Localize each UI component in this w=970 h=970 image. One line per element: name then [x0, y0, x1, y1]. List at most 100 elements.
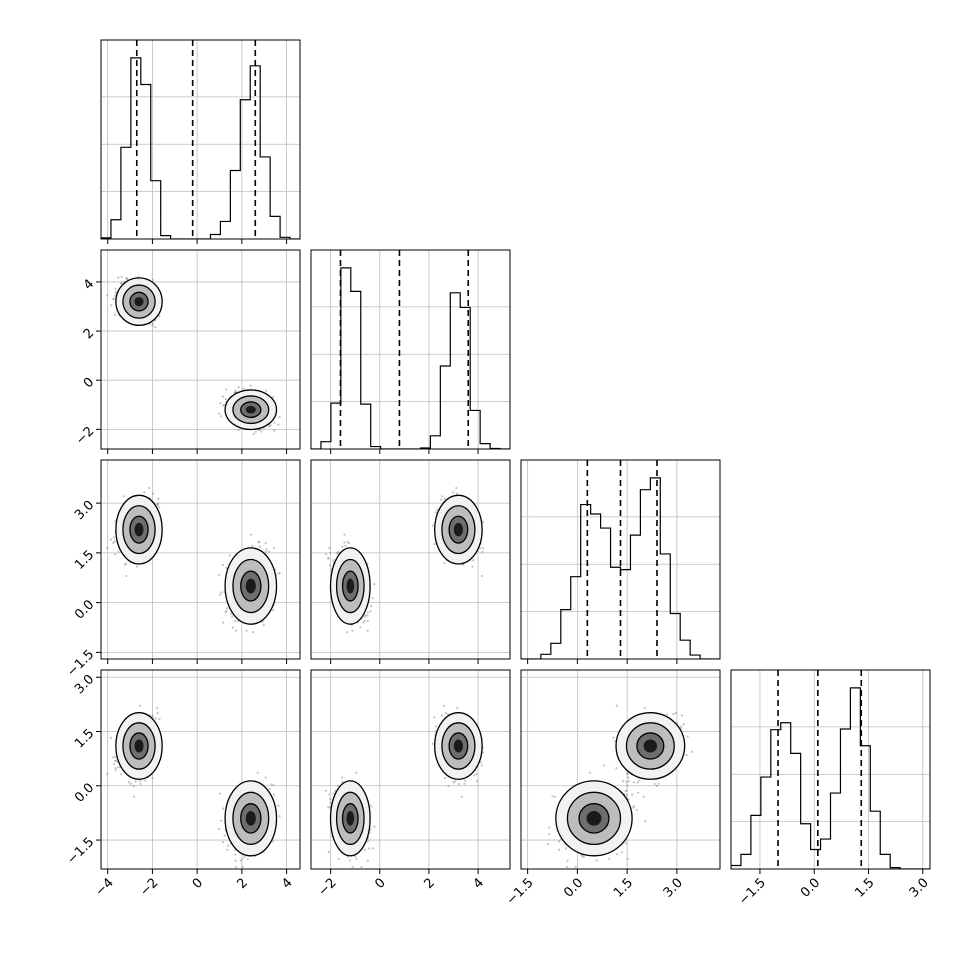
- sample-point: [241, 865, 244, 868]
- sample-point: [246, 857, 249, 861]
- sample-point: [273, 421, 276, 424]
- sample-point: [241, 857, 244, 860]
- sample-point: [156, 503, 159, 507]
- sample-point: [674, 712, 677, 715]
- sample-point: [481, 547, 484, 550]
- hist-panel-0: [100, 39, 301, 244]
- y-tick-label: 1.5: [72, 726, 97, 751]
- sample-point: [109, 304, 113, 307]
- sample-point: [156, 502, 160, 505]
- sample-point: [143, 491, 146, 494]
- sample-point: [220, 415, 223, 418]
- sample-point: [158, 314, 161, 318]
- sample-point: [106, 772, 109, 776]
- sample-point: [109, 736, 113, 739]
- sample-point: [252, 432, 255, 436]
- sample-point: [337, 550, 340, 554]
- sample-point: [690, 750, 694, 753]
- sample-point: [109, 538, 113, 541]
- sample-point: [471, 565, 474, 568]
- sample-point: [327, 806, 330, 809]
- sample-point: [272, 784, 275, 787]
- sample-point: [359, 626, 362, 629]
- sample-point: [221, 807, 225, 810]
- sample-point: [226, 607, 229, 610]
- sample-point: [346, 631, 349, 634]
- sample-point: [237, 386, 240, 389]
- sample-point: [155, 707, 159, 710]
- sample-point: [436, 508, 439, 512]
- hist-panel-2: [520, 459, 721, 664]
- sample-point: [472, 559, 475, 562]
- sample-point: [158, 717, 161, 720]
- sample-point: [278, 572, 281, 575]
- sample-point: [226, 848, 229, 851]
- y-tick-label: −2: [73, 424, 97, 448]
- sample-point: [443, 497, 447, 500]
- sample-point: [632, 781, 635, 784]
- sample-point: [242, 387, 245, 390]
- sample-point: [328, 793, 331, 796]
- sample-point: [139, 782, 142, 786]
- sample-point: [457, 782, 460, 786]
- sample-point: [139, 780, 142, 783]
- sample-point: [224, 610, 227, 614]
- sample-point: [265, 547, 268, 551]
- sample-point: [221, 563, 225, 567]
- sample-point: [231, 626, 235, 629]
- sample-point: [132, 784, 135, 788]
- sample-point: [113, 294, 117, 297]
- sample-point: [473, 774, 476, 777]
- sample-point: [371, 597, 374, 600]
- sample-point: [455, 486, 458, 490]
- sample-point: [479, 761, 482, 764]
- sample-point: [218, 412, 221, 415]
- sample-point: [371, 847, 374, 850]
- sample-point: [117, 766, 120, 769]
- sample-point: [368, 847, 371, 850]
- sample-point: [264, 776, 267, 779]
- sample-point: [112, 297, 116, 301]
- sample-point: [225, 610, 228, 613]
- sample-point: [260, 430, 263, 433]
- x-tick-label: 2: [422, 875, 438, 891]
- panel-frame: [310, 459, 511, 660]
- sample-point: [152, 322, 155, 325]
- sample-point: [228, 554, 231, 557]
- scatter-panel-2-0: −1.50.01.53.0: [64, 459, 301, 680]
- sample-point: [366, 614, 369, 617]
- sample-point: [237, 428, 240, 432]
- sample-point: [226, 844, 230, 848]
- sample-point: [463, 779, 467, 782]
- sample-point: [271, 609, 275, 612]
- sample-point: [642, 795, 645, 798]
- sample-point: [156, 712, 159, 715]
- sample-point: [480, 764, 483, 767]
- sample-point: [158, 506, 161, 509]
- sample-point: [373, 825, 376, 828]
- sample-point: [273, 546, 276, 550]
- sample-point: [264, 542, 267, 545]
- sample-point: [113, 553, 117, 556]
- panel-frame: [100, 39, 301, 240]
- sample-point: [235, 865, 238, 869]
- sample-point: [625, 772, 629, 775]
- sample-point: [122, 495, 125, 498]
- sample-point: [125, 574, 128, 578]
- sample-point: [481, 751, 485, 754]
- sample-point: [221, 395, 225, 398]
- sample-point: [362, 621, 365, 624]
- sample-point: [261, 620, 264, 624]
- sample-point: [452, 491, 455, 494]
- sample-point: [273, 429, 276, 432]
- sample-point: [443, 704, 446, 707]
- sample-point: [657, 782, 660, 785]
- sample-point: [257, 540, 261, 543]
- sample-point: [480, 574, 483, 578]
- sample-point: [120, 282, 123, 285]
- sample-point: [481, 550, 484, 553]
- sample-point: [615, 704, 618, 707]
- y-tick-label: 4: [81, 277, 97, 293]
- sample-point: [220, 819, 223, 822]
- sample-point: [351, 629, 354, 632]
